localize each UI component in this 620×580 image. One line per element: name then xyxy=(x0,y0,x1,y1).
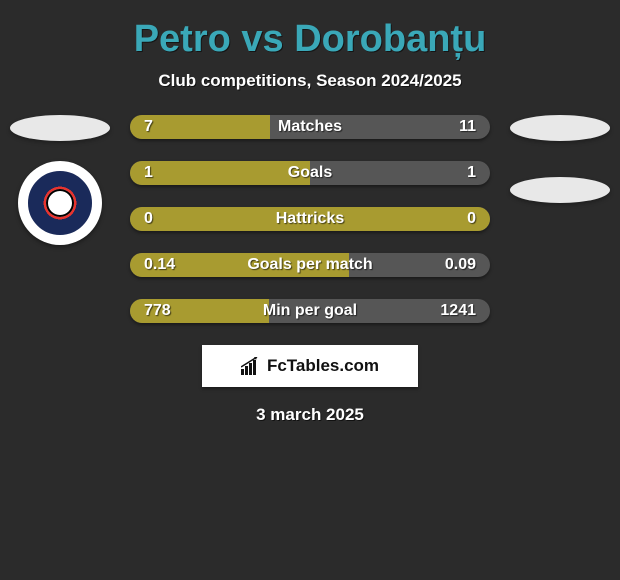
stat-bar-hattricks: 0 Hattricks 0 xyxy=(130,207,490,231)
right-team-badge-placeholder xyxy=(510,177,610,203)
comparison-container: Petro vs Dorobanțu Club competitions, Se… xyxy=(0,0,620,435)
stat-bars: 7 Matches 11 1 Goals 1 0 Hattricks 0 0.1… xyxy=(130,115,490,323)
branding-text: FcTables.com xyxy=(267,356,379,376)
left-team-badge xyxy=(18,161,102,245)
layout: 7 Matches 11 1 Goals 1 0 Hattricks 0 0.1… xyxy=(0,115,620,323)
left-side xyxy=(10,115,110,245)
stat-right-value: 0.09 xyxy=(445,253,476,277)
left-name-placeholder xyxy=(10,115,110,141)
stat-right-value: 11 xyxy=(459,115,476,139)
soccer-ball-icon xyxy=(46,189,74,217)
stat-bar-matches: 7 Matches 11 xyxy=(130,115,490,139)
date-text: 3 march 2025 xyxy=(0,405,620,425)
page-title: Petro vs Dorobanțu xyxy=(0,18,620,61)
stat-bar-gpm: 0.14 Goals per match 0.09 xyxy=(130,253,490,277)
stat-label: Goals per match xyxy=(130,253,490,277)
stat-label: Matches xyxy=(130,115,490,139)
stat-label: Goals xyxy=(130,161,490,185)
bar-chart-icon xyxy=(241,357,263,375)
branding-box[interactable]: FcTables.com xyxy=(202,345,418,387)
subtitle: Club competitions, Season 2024/2025 xyxy=(0,71,620,91)
stat-right-value: 1 xyxy=(467,161,476,185)
right-side xyxy=(510,115,610,203)
stat-bar-goals: 1 Goals 1 xyxy=(130,161,490,185)
right-name-placeholder xyxy=(510,115,610,141)
stat-label: Min per goal xyxy=(130,299,490,323)
badge-inner xyxy=(28,171,92,235)
stat-right-value: 1241 xyxy=(440,299,476,323)
stat-bar-mpg: 778 Min per goal 1241 xyxy=(130,299,490,323)
stat-label: Hattricks xyxy=(130,207,490,231)
stat-right-value: 0 xyxy=(467,207,476,231)
